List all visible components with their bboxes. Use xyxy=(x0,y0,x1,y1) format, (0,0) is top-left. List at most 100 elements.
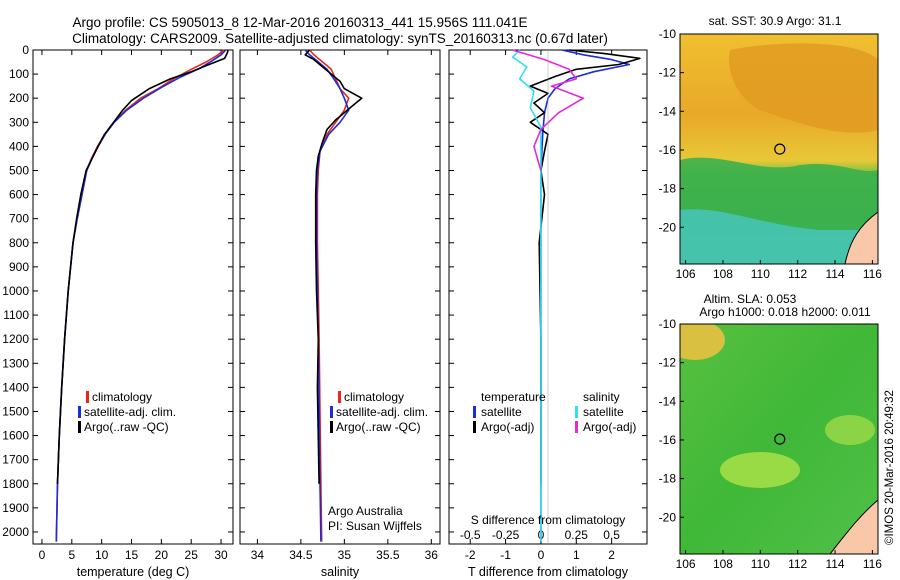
x-tick-label: 35 xyxy=(338,548,352,562)
difference-y-ticks xyxy=(449,49,647,533)
s-tick-label: 0.5 xyxy=(603,528,620,542)
y-tick-label: 300 xyxy=(9,115,29,129)
legend-t-argo: Argo(-adj) xyxy=(481,420,534,434)
salinity-legend: climatology satellite-adj. clim. Argo(..… xyxy=(330,390,428,434)
series-line xyxy=(56,49,229,484)
s-difference-label: S difference from climatology xyxy=(471,513,626,527)
map-y-tick-label: -12 xyxy=(659,66,677,80)
map-y-tick-label: -20 xyxy=(659,220,677,234)
y-tick-label: 1600 xyxy=(2,429,29,443)
y-tick-label: 600 xyxy=(9,188,29,202)
temperature-panel: 0100200300400500600700800900100011001200… xyxy=(2,43,234,579)
legend-swatch-argo xyxy=(78,421,81,433)
map-y-tick-label: -16 xyxy=(659,143,677,157)
temperature-x-axis: 0 5 10 15 20 25 30 xyxy=(39,50,228,562)
credit-text: ©IMOS 20-Mar-2016 20:49:32 xyxy=(884,390,896,545)
legend-swatch-climatology xyxy=(86,391,89,403)
map-x-tick-label: 116 xyxy=(863,557,882,571)
map-x-tick-label: 114 xyxy=(825,267,844,281)
y-tick-label: 2000 xyxy=(2,525,29,539)
salinity-xlabel: salinity xyxy=(321,565,360,579)
legend-satellite: satellite-adj. clim. xyxy=(84,405,176,419)
sla-high-patch xyxy=(680,324,725,360)
y-tick-label: 400 xyxy=(9,139,29,153)
x-tick-label: 34.5 xyxy=(289,548,313,562)
s-tick-label: -0.5 xyxy=(460,528,481,542)
sst-warm-patch xyxy=(729,43,878,133)
sla-map-subtitle: Argo h1000: 0.018 h2000: 0.011 xyxy=(699,305,871,319)
map-x-tick-label: 110 xyxy=(751,557,770,571)
y-tick-label: 1400 xyxy=(2,380,29,394)
series-line xyxy=(529,49,641,484)
difference-panel: -2 -1 0 1 2 -0.5 -0.25 0 0.25 0.5 S difference f… xyxy=(448,49,648,579)
legend-swatch-s-satellite xyxy=(575,406,578,418)
y-tick-label: 500 xyxy=(9,163,29,177)
profile-location-marker xyxy=(774,143,786,155)
temperature-series xyxy=(55,49,229,542)
sst-map: sat. SST: 30.9 Argo: 31.1 106 108 110 112 11… xyxy=(659,14,883,281)
s-tick-label: -0.25 xyxy=(492,528,520,542)
figure-title-line1: Argo profile: CS 5905013_8 12-Mar-2016 2… xyxy=(72,15,527,30)
salinity-panel: 34 34.5 35 35.5 36 salinity climatology sate… xyxy=(239,49,441,579)
map-y-tick-label: -14 xyxy=(659,394,677,408)
legend-swatch-s-argo xyxy=(575,421,578,433)
legend-satellite: satellite-adj. clim. xyxy=(336,405,428,419)
sst-map-frame xyxy=(679,33,879,265)
map-x-tick-label: 112 xyxy=(788,267,807,281)
data-source-annotation: Argo Australia xyxy=(328,504,403,518)
legend-group-temperature: temperature xyxy=(481,390,546,404)
y-tick-label: 1100 xyxy=(3,308,29,322)
legend-argo: Argo(..raw -QC) xyxy=(336,420,421,434)
difference-legend: temperature salinity satellite Argo(-adj… xyxy=(473,390,636,434)
series-line xyxy=(512,49,585,171)
temperature-xlabel: temperature (deg C) xyxy=(77,565,190,579)
sla-map-title: Altim. SLA: 0.053 xyxy=(704,292,797,306)
y-tick-label: 1800 xyxy=(2,477,29,491)
map-y-tick-label: -20 xyxy=(659,510,677,524)
sla-high-patch xyxy=(720,452,800,488)
x-tick-label: -2 xyxy=(465,548,476,562)
map-y-tick-label: -16 xyxy=(659,433,677,447)
salinity-series xyxy=(304,49,363,542)
sst-map-title: sat. SST: 30.9 Argo: 31.1 xyxy=(709,14,842,28)
profile-location-marker xyxy=(774,433,786,445)
x-tick-label: 2 xyxy=(608,548,615,562)
legend-swatch-climatology xyxy=(338,391,341,403)
map-y-tick-label: -10 xyxy=(659,27,677,41)
sla-y-axis: -10 -12 -14 -16 -18 -20 xyxy=(659,317,684,524)
sst-x-axis: 106 108 110 112 114 116 xyxy=(676,260,882,281)
legend-swatch-satellite xyxy=(78,406,81,418)
map-x-tick-label: 106 xyxy=(676,267,696,281)
x-tick-label: 1 xyxy=(573,548,580,562)
y-tick-label: 800 xyxy=(9,236,29,250)
temperature-legend: climatology satellite-adj. clim. Argo(..… xyxy=(78,390,176,434)
salinity-y-ticks xyxy=(240,49,440,533)
legend-s-satellite: satellite xyxy=(583,405,624,419)
sla-high-patch xyxy=(825,415,875,445)
x-tick-label: 0 xyxy=(39,548,46,562)
legend-swatch-t-argo xyxy=(473,421,476,433)
temperature-plot-frame xyxy=(32,49,234,545)
map-y-tick-label: -14 xyxy=(659,104,677,118)
map-y-tick-label: -18 xyxy=(659,182,677,196)
x-tick-label: 10 xyxy=(95,548,109,562)
map-x-tick-label: 112 xyxy=(788,557,807,571)
sst-cyan-patch xyxy=(680,209,878,264)
y-tick-label: 1500 xyxy=(2,404,29,418)
x-tick-label: 0 xyxy=(538,548,545,562)
y-tick-label: 100 xyxy=(9,67,29,81)
map-y-tick-label: -18 xyxy=(659,472,677,486)
legend-climatology: climatology xyxy=(92,390,152,404)
legend-group-salinity: salinity xyxy=(583,390,620,404)
figure-title-line2: Climatology: CARS2009. Satellite-adjuste… xyxy=(72,31,608,46)
sla-x-axis: 106 108 110 112 114 116 xyxy=(676,550,882,571)
legend-s-argo: Argo(-adj) xyxy=(583,420,636,434)
legend-t-satellite: satellite xyxy=(481,405,522,419)
s-tick-label: 0.25 xyxy=(565,528,589,542)
sla-map: Altim. SLA: 0.053 Argo h1000: 0.018 h200… xyxy=(659,292,883,571)
x-tick-label: -1 xyxy=(500,548,511,562)
series-line xyxy=(304,49,363,484)
y-tick-label: 0 xyxy=(22,43,29,57)
series-line xyxy=(511,49,542,542)
